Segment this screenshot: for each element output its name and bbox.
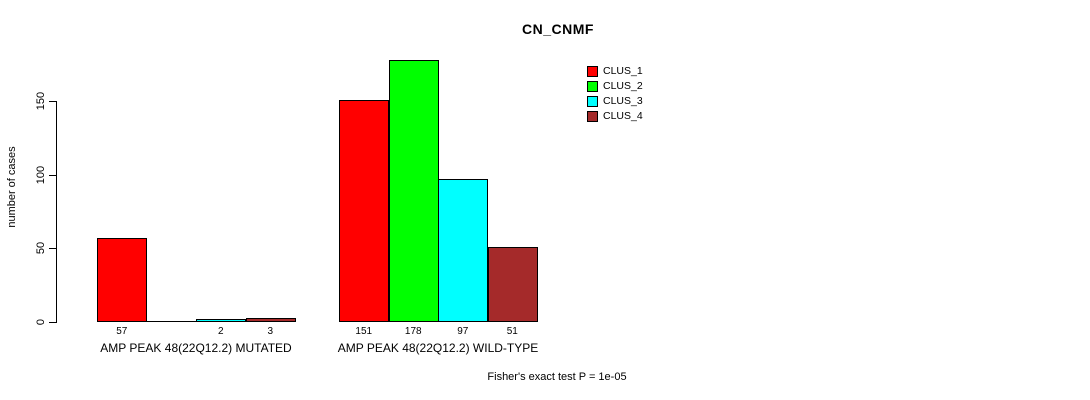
bar-value-label: 51 — [506, 326, 518, 337]
bar-value-label: 178 — [404, 326, 422, 337]
bar-value-label: 3 — [267, 326, 274, 337]
bar-value-label: 2 — [217, 326, 224, 337]
bar-clus-4-group2 — [487, 247, 538, 322]
legend-label: CLUS_2 — [603, 80, 643, 92]
bar-clus-2-group2 — [388, 60, 439, 322]
legend-label: CLUS_4 — [603, 110, 643, 122]
legend-swatch-icon — [587, 81, 598, 92]
y-tick-mark — [49, 101, 56, 102]
bar-value-label: 97 — [457, 326, 469, 337]
group-label: AMP PEAK 48(22Q12.2) MUTATED — [100, 341, 292, 355]
bar-clus-4-group1 — [245, 318, 296, 322]
bar-clus-3-group2 — [438, 179, 488, 322]
y-tick-label: 150 — [35, 91, 47, 111]
legend-label: CLUS_3 — [603, 95, 643, 107]
y-tick-mark — [49, 174, 56, 176]
y-axis-line — [56, 101, 57, 323]
legend: CLUS_1 CLUS_2 CLUS_3 CLUS_4 — [587, 65, 677, 127]
bar-clus-1-group2 — [339, 100, 389, 322]
legend-label: CLUS_1 — [603, 65, 643, 77]
bar-clus-2-group1-zero — [146, 321, 197, 322]
legend-item-clus-4: CLUS_4 — [587, 110, 677, 123]
legend-item-clus-3: CLUS_3 — [587, 95, 677, 108]
legend-swatch-icon — [587, 111, 598, 122]
bar-value-label: 57 — [116, 326, 128, 337]
legend-item-clus-2: CLUS_2 — [587, 80, 677, 93]
y-tick-label: 50 — [35, 242, 47, 255]
chart-title: CN_CNMF — [522, 21, 594, 37]
group-label: AMP PEAK 48(22Q12.2) WILD-TYPE — [337, 341, 539, 355]
legend-swatch-icon — [587, 96, 598, 107]
y-tick-mark — [49, 322, 56, 323]
y-tick-label: 0 — [35, 318, 47, 326]
legend-swatch-icon — [587, 66, 598, 77]
bar-clus-1-group1 — [97, 238, 147, 322]
legend-item-clus-1: CLUS_1 — [587, 65, 677, 78]
y-tick-mark — [49, 248, 56, 250]
fisher-test-annotation: Fisher's exact test P = 1e-05 — [487, 371, 627, 383]
bar-value-label: 151 — [355, 326, 373, 337]
bar-clus-3-group1 — [196, 319, 246, 322]
y-tick-label: 100 — [35, 165, 47, 184]
